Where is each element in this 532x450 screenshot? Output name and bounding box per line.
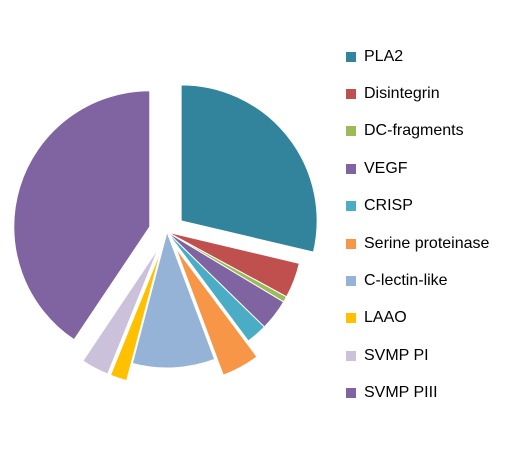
legend-label: VEGF [364,159,408,177]
legend-label: CRISP [364,197,413,215]
legend-item-svmp-piii: SVMP PIII [346,375,526,412]
legend-item-dc-fragments: DC-fragments [346,113,526,150]
legend-swatch [346,276,356,287]
legend-label: Serine proteinase [364,234,490,252]
legend-label: DC-fragments [364,122,464,140]
legend-swatch [346,163,356,174]
legend-label: PLA2 [364,47,404,65]
pie-chart-svg [13,84,318,382]
pie-slice-pla2 [180,84,318,253]
legend-item-serine-proteinase: Serine proteinase [346,225,526,262]
legend-item-laao: LAAO [346,300,526,337]
legend-item-svmp-pi: SVMP PI [346,337,526,374]
legend-item-c-lectin-like: C-lectin-like [346,262,526,299]
legend-item-disintegrin: Disintegrin [346,75,526,112]
pie-slice-crisp [166,231,266,342]
pie-slice-laao [109,248,162,382]
legend-label: LAAO [364,309,407,327]
legend-swatch [346,201,356,212]
pie-slice-serine-proteinase [175,247,258,376]
legend-label: Disintegrin [364,85,440,103]
legend-swatch [346,51,356,62]
pie-slice-svmp-piii [13,90,151,341]
legend-item-pla2: PLA2 [346,38,526,75]
legend-swatch [346,238,356,249]
pie-slice-svmp-pi [82,247,160,375]
legend-label: SVMP PI [364,346,429,364]
legend-swatch [346,126,356,137]
legend: PLA2 Disintegrin DC-fragments VEGF CRISP Seri… [346,38,526,412]
legend-item-crisp: CRISP [346,188,526,225]
legend-swatch [346,89,356,100]
pie-slice-c-lectin-like [131,230,216,369]
legend-item-vegf: VEGF [346,150,526,187]
legend-swatch [346,313,356,324]
legend-swatch [346,388,356,399]
legend-label: C-lectin-like [364,272,448,290]
legend-swatch [346,350,356,361]
legend-label: SVMP PIII [364,384,438,402]
